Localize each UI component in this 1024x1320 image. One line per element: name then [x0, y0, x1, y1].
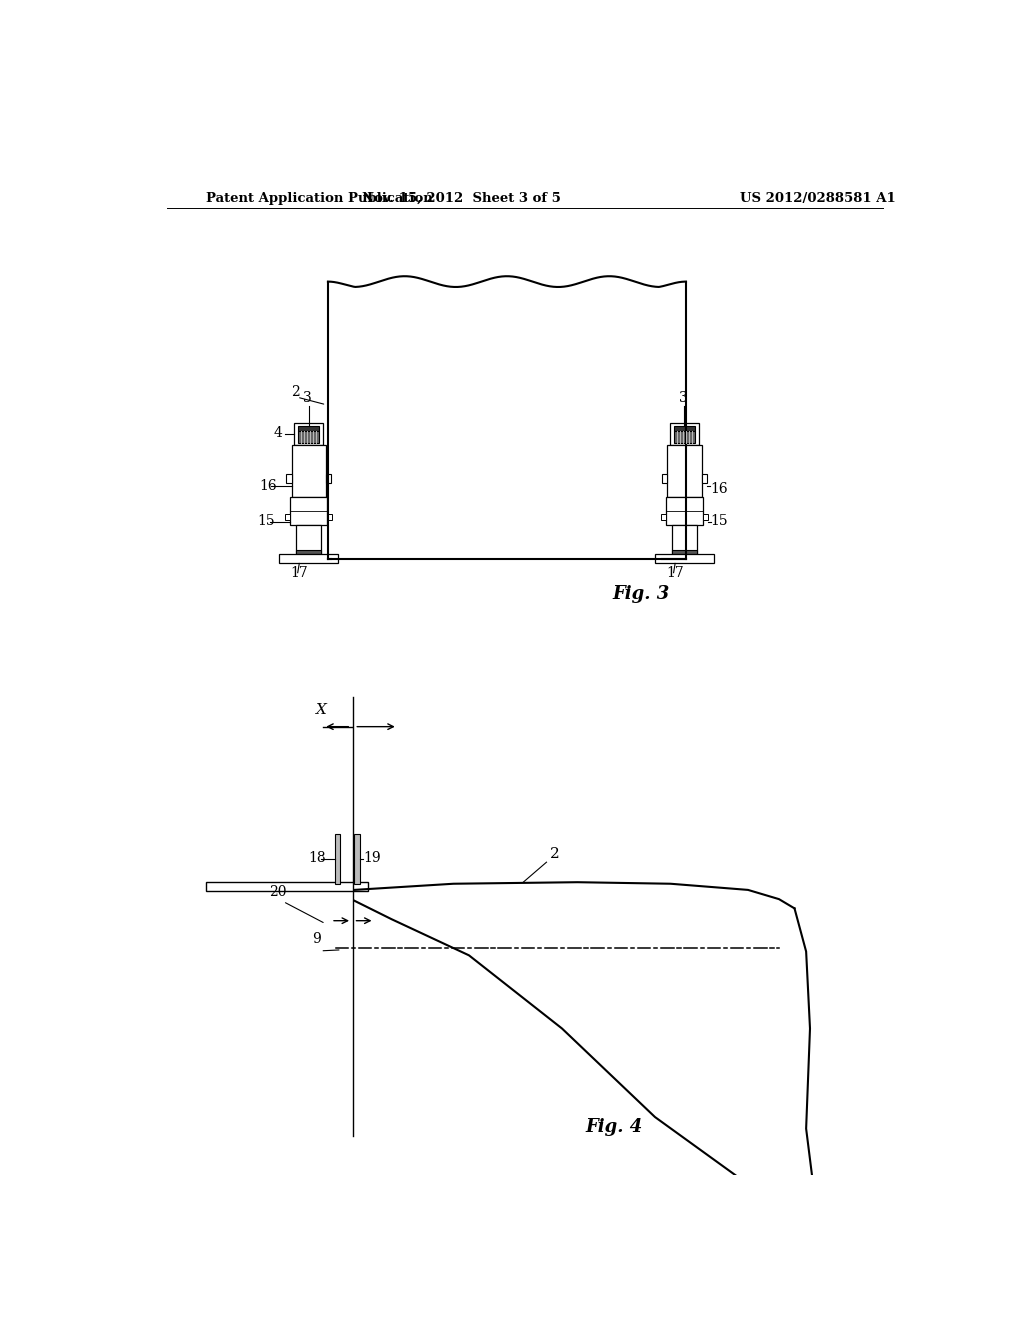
- Text: Patent Application Publication: Patent Application Publication: [206, 191, 432, 205]
- Text: US 2012/0288581 A1: US 2012/0288581 A1: [740, 191, 896, 205]
- Bar: [298, 426, 319, 430]
- Bar: [296, 550, 321, 554]
- Bar: [672, 525, 697, 554]
- Bar: [280, 554, 338, 564]
- Text: 16: 16: [259, 479, 276, 492]
- Bar: [298, 426, 319, 430]
- Bar: [286, 515, 290, 520]
- Text: 18: 18: [308, 851, 327, 865]
- Bar: [335, 834, 340, 884]
- Bar: [662, 515, 666, 520]
- Bar: [655, 554, 714, 564]
- Bar: [670, 424, 699, 445]
- Bar: [666, 498, 703, 525]
- Bar: [674, 432, 695, 444]
- Bar: [292, 445, 326, 498]
- Text: 9: 9: [312, 932, 322, 946]
- Bar: [328, 515, 332, 520]
- Text: Fig. 3: Fig. 3: [612, 585, 670, 603]
- Bar: [703, 515, 708, 520]
- Bar: [674, 426, 695, 430]
- Text: 19: 19: [362, 851, 381, 865]
- Bar: [674, 426, 695, 430]
- Text: 17: 17: [666, 566, 684, 581]
- Text: 15: 15: [257, 513, 275, 528]
- Bar: [668, 445, 701, 498]
- Text: 3: 3: [303, 391, 311, 405]
- Text: 3: 3: [679, 391, 687, 405]
- Bar: [286, 474, 292, 483]
- Bar: [298, 432, 319, 444]
- Bar: [296, 525, 321, 554]
- Text: Fig. 4: Fig. 4: [586, 1118, 642, 1137]
- Text: 16: 16: [710, 482, 728, 495]
- Bar: [354, 834, 359, 884]
- Text: 20: 20: [269, 886, 287, 899]
- Bar: [290, 498, 328, 525]
- Text: 15: 15: [711, 513, 728, 528]
- Bar: [701, 474, 707, 483]
- Bar: [298, 432, 319, 444]
- Bar: [294, 424, 324, 445]
- Text: X: X: [315, 704, 327, 717]
- Text: 4: 4: [273, 426, 283, 440]
- Text: 17: 17: [290, 566, 308, 581]
- Bar: [662, 474, 668, 483]
- Bar: [206, 882, 369, 891]
- Text: 2: 2: [291, 384, 299, 399]
- Bar: [674, 432, 695, 444]
- Bar: [326, 474, 331, 483]
- Text: Nov. 15, 2012  Sheet 3 of 5: Nov. 15, 2012 Sheet 3 of 5: [361, 191, 561, 205]
- Bar: [672, 550, 697, 554]
- Text: 2: 2: [550, 846, 560, 861]
